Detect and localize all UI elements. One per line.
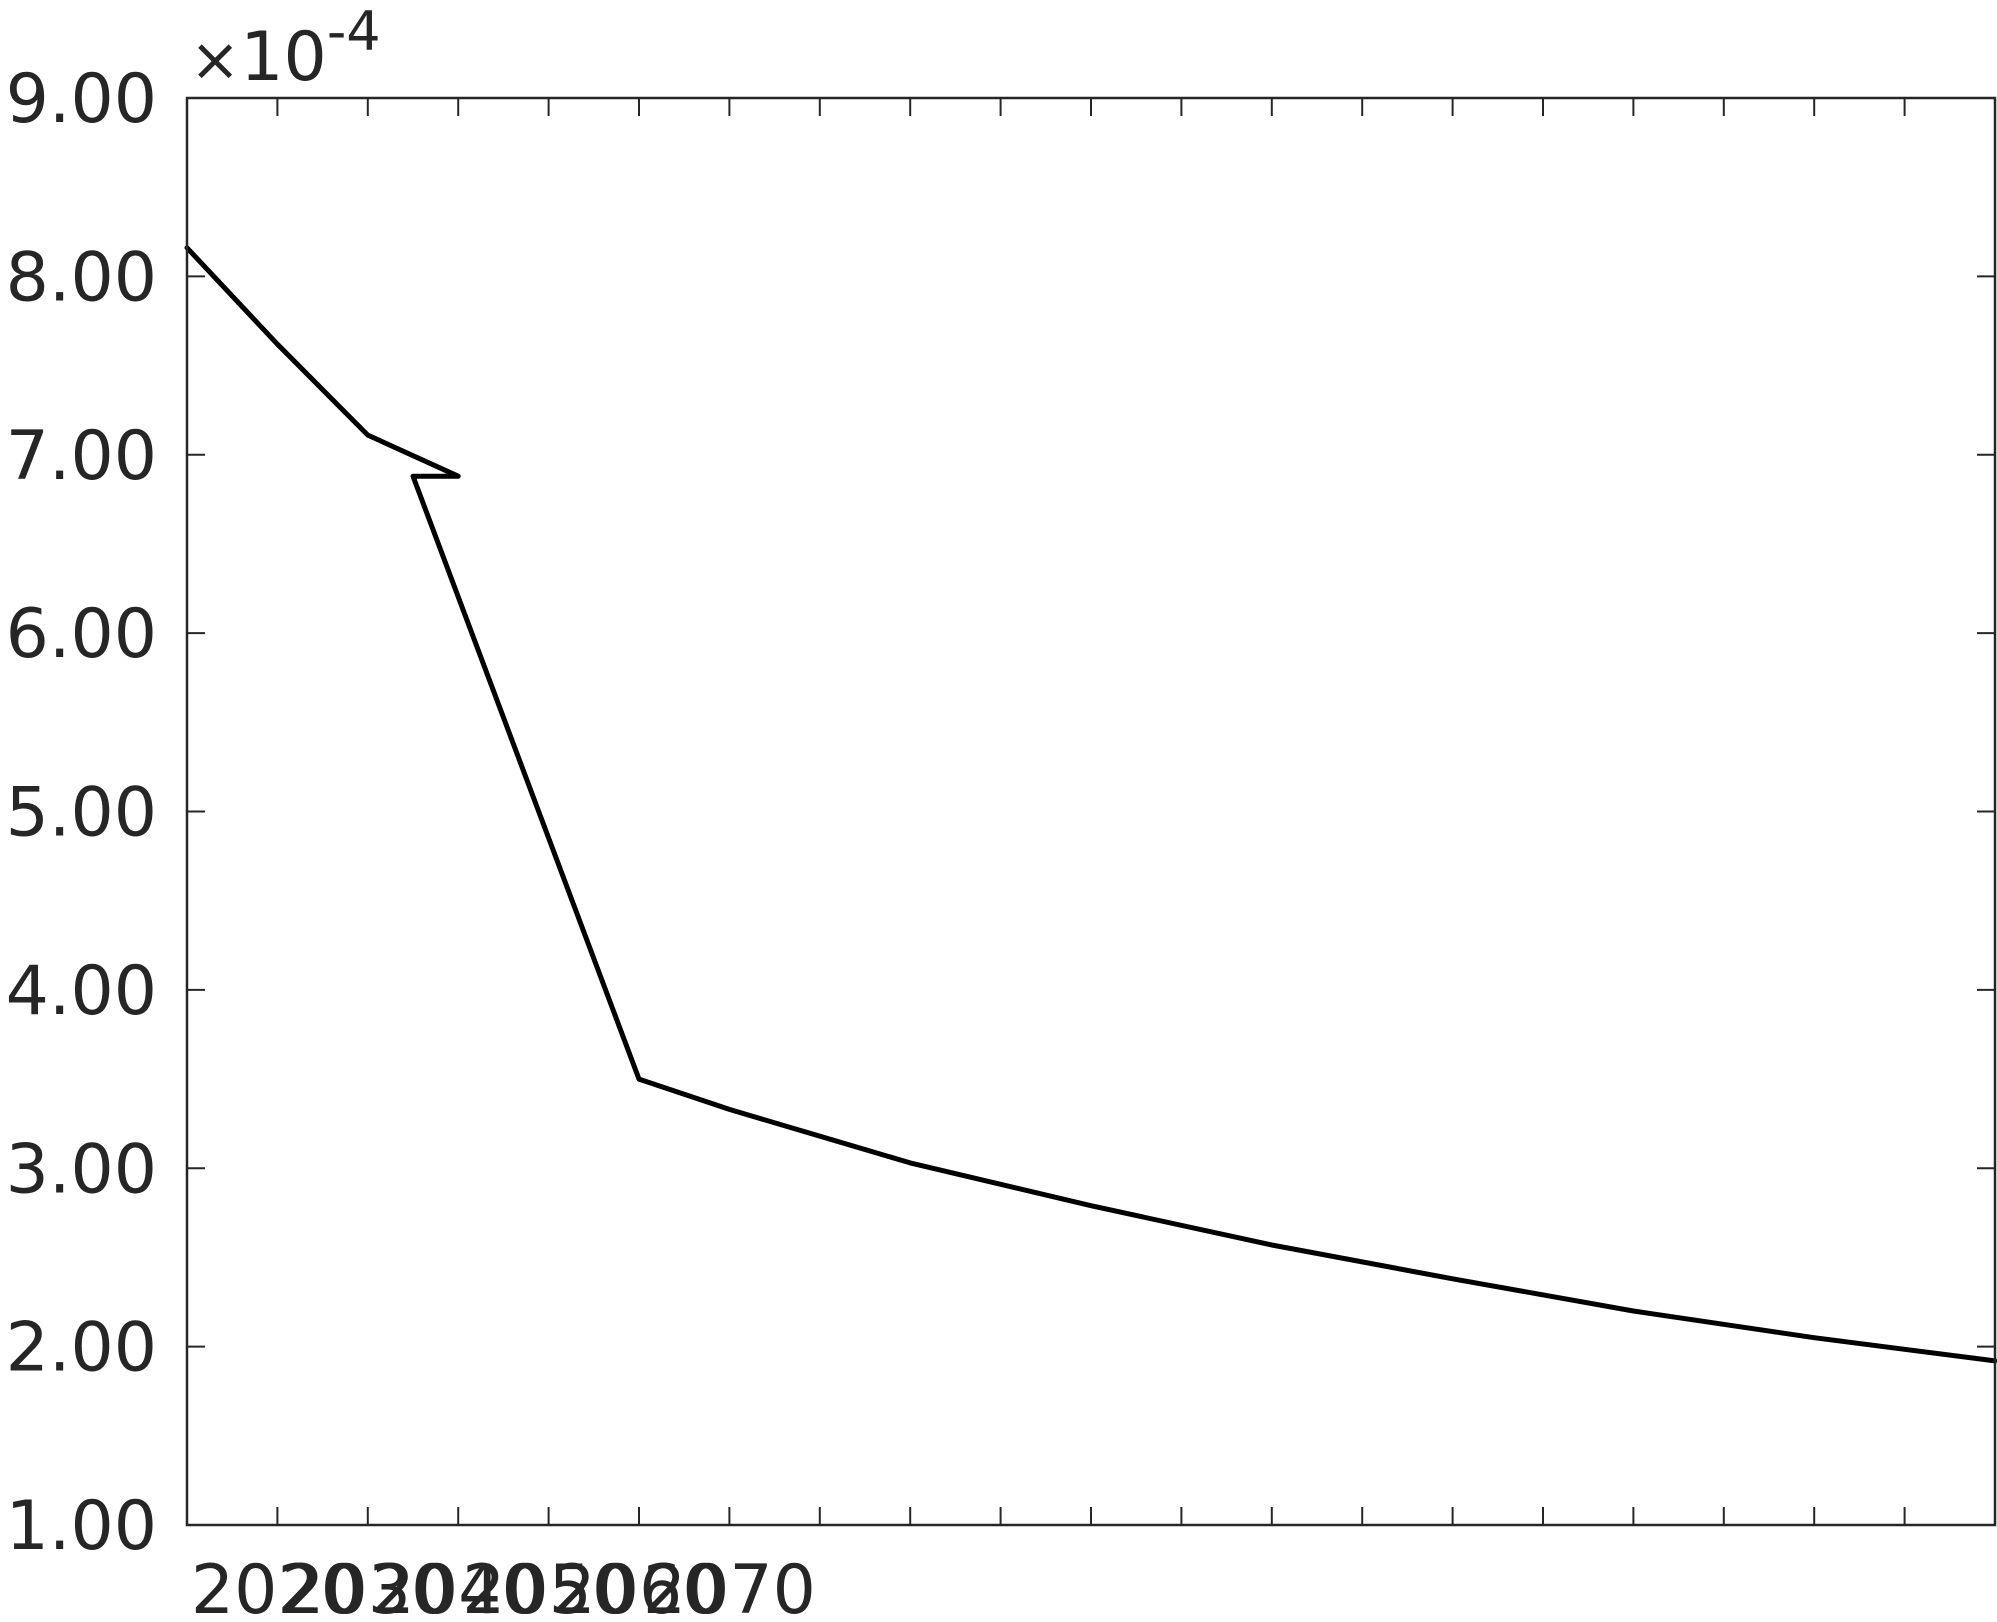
tick-labels: 1.00 2.00 3.00 4.00 5.00 6.00 7.00 8.00 9.00 2020… [6,60,816,1622]
y-exponent-multiplier: × [190,25,240,95]
y-exponent-base: 10 [240,18,327,97]
series-layer [184,245,1997,1364]
y-tick-label: 8.00 [6,238,157,317]
y-tick-label: 4.00 [6,952,157,1031]
y-tick-label: 9.00 [6,60,157,139]
plot-frame [185,96,1997,1527]
x-tick-label: 2050 [462,1551,635,1622]
y-tick-label: 5.00 [6,774,157,853]
y-tick-label: 2.00 [6,1309,157,1388]
y-tick-label: 3.00 [6,1130,157,1209]
x-tick-label: 2070 [643,1551,816,1622]
y-tick-label: 6.00 [6,595,157,674]
axis-ticks [186,97,1996,1526]
x-tick-label: 2040 [372,1551,545,1622]
series-line-0 [184,245,1997,1364]
y-tick-label: 7.00 [6,417,157,496]
y-exponent-label: ×10-4 [190,0,381,97]
x-tick-label: 2030 [281,1551,454,1622]
y-tick-label: 1.00 [6,1487,157,1566]
y-exponent-power: -4 [327,0,381,63]
x-tick-label: 2060 [552,1551,725,1622]
x-tick-label: 2020 [191,1551,364,1622]
plot-background [187,98,1995,1525]
